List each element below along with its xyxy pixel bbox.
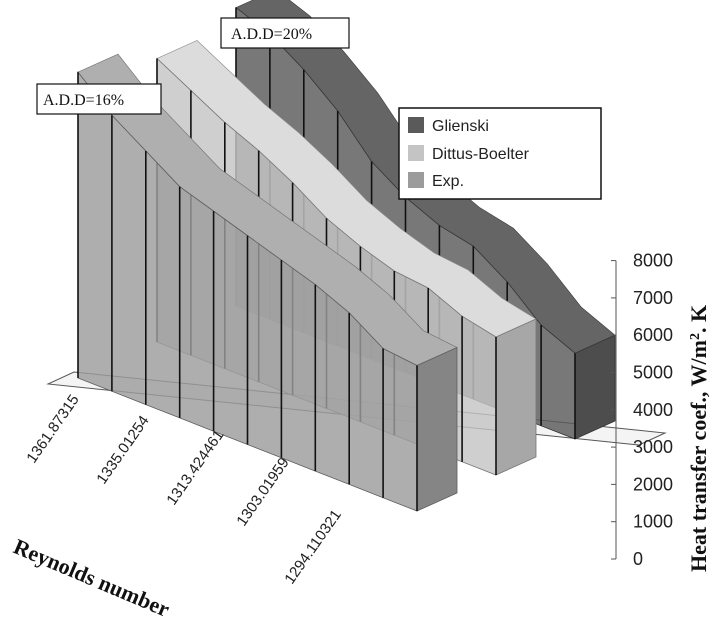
y-axis-title-tail: . K xyxy=(686,305,711,333)
y-tick-label: 6000 xyxy=(633,325,673,345)
y-tick-label: 3000 xyxy=(633,437,673,457)
legend-box xyxy=(398,107,602,200)
legend-label-exp: Exp. xyxy=(432,173,464,190)
x-tick-label: 1294.110321 xyxy=(281,507,345,588)
y-axis-title-sup: 2 xyxy=(688,333,703,340)
y-tick-label: 7000 xyxy=(633,288,673,308)
legend-label-dittus-boelter: Dittus-Boelter xyxy=(432,146,530,163)
legend: Glienski Dittus-Boelter Exp. xyxy=(398,107,602,200)
y-tick-label: 0 xyxy=(633,549,643,569)
series-end-dittus-boelter xyxy=(495,318,537,476)
x-axis-title: Reynolds number xyxy=(10,534,174,622)
y-tick-label: 8000 xyxy=(633,251,673,271)
y-axis: 0 1000 2000 3000 4000 5000 6000 7000 8000 xyxy=(611,251,673,569)
y-tick-label: 4000 xyxy=(633,400,673,420)
legend-swatch-exp xyxy=(408,172,424,188)
annotation-add-16: A.D.D=16% xyxy=(36,83,162,115)
series-exp xyxy=(77,53,458,512)
y-axis-title: Heat transfer coef., W/m2. K xyxy=(686,305,711,572)
series-end-exp xyxy=(416,346,458,512)
annotation-text-add-20: A.D.D=20% xyxy=(231,26,312,43)
x-tick-label: 1361.87315 xyxy=(23,392,82,467)
series-ribbons xyxy=(77,0,616,512)
y-axis-title-main: Heat transfer coef., W/m xyxy=(686,340,711,572)
annotation-box-add-20 xyxy=(220,17,350,49)
legend-swatch-dittus-boelter xyxy=(408,145,424,161)
y-tick-label: 2000 xyxy=(633,474,673,494)
legend-label-glienski: Glienski xyxy=(432,118,489,135)
annotation-text-add-16: A.D.D=16% xyxy=(43,92,124,109)
x-tick-label: 1313.424461 xyxy=(163,427,227,509)
legend-swatch-glienski xyxy=(408,117,424,133)
series-end-glienski xyxy=(574,334,616,440)
x-tick-label: 1303.01959 xyxy=(233,455,292,530)
annotation-add-20: A.D.D=20% xyxy=(220,17,350,49)
x-tick-label: 1335.01254 xyxy=(93,413,152,488)
y-tick-label: 5000 xyxy=(633,363,673,383)
annotation-box-add-16 xyxy=(36,83,162,115)
y-tick-label: 1000 xyxy=(633,512,673,532)
